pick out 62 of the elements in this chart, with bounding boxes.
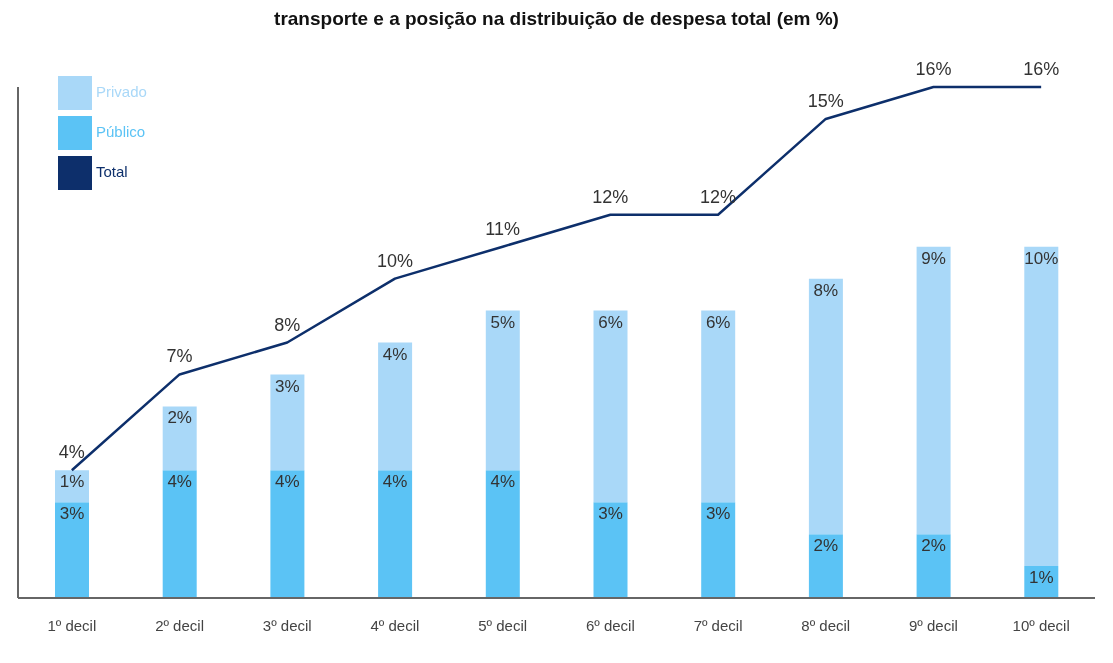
data-label: 12% [592,186,629,207]
bar [270,470,305,598]
bar [162,406,197,471]
bar [701,310,736,503]
data-label: 8% [274,314,301,335]
bar [593,502,628,598]
data-label: 15% [807,90,844,111]
data-label: 7% [166,346,193,367]
data-label: 4% [490,472,516,492]
x-tick-label: 3º decil [262,616,312,634]
bar [916,246,951,535]
data-label: 10% [376,250,413,271]
bar [808,278,843,535]
data-label: 3% [598,504,623,524]
data-label: 11% [485,218,520,239]
data-label: 4% [275,472,300,492]
data-label: 4% [167,472,192,492]
data-label: 6% [705,312,731,332]
bar [593,310,628,503]
data-label: 4% [382,344,408,364]
x-tick-label: 10º decil [1012,616,1070,634]
data-label: 10% [1024,248,1059,268]
bar [485,310,520,471]
bar [808,534,843,598]
x-tick-label: 5º decil [478,616,528,634]
data-label: 6% [598,312,623,332]
x-tick-label: 8º decil [801,616,851,634]
data-label: 1% [59,472,85,492]
data-label: 16% [915,59,952,79]
x-tick-label: 9º decil [909,616,958,634]
x-tick-label: 4º decil [370,616,420,634]
data-label: 12% [700,186,737,207]
bar [1024,246,1059,567]
legend-label: Público [96,123,146,140]
bar [378,470,413,598]
data-label: 3% [705,504,731,524]
data-label: 3% [275,376,300,396]
bar [916,534,951,598]
data-label: 5% [490,312,516,332]
x-tick-label: 2º decil [155,616,204,634]
data-label: 2% [167,408,192,428]
text: transporte e a posição na distribuição de despesa total (em %) [273,8,840,31]
data-label: 4% [58,442,85,463]
bar [701,502,736,598]
bar [270,374,305,471]
bar [162,470,197,598]
x-tick-label: 7º decil [693,616,743,634]
data-label: 2% [921,536,946,556]
data-label: 9% [921,248,946,268]
x-tick-label: 6º decil [585,616,635,634]
x-tick-label: 1º decil [47,616,97,634]
data-label: 2% [813,536,839,556]
data-label: 16% [1023,59,1060,79]
bar [378,342,413,471]
data-label: 8% [813,280,839,300]
data-label: 4% [382,472,408,492]
bar [485,470,520,598]
bar [55,502,89,598]
data-label: 1% [1029,568,1054,588]
legend-label: Privado [96,83,147,100]
data-label: 3% [59,504,85,524]
legend-label: Total [96,163,128,180]
